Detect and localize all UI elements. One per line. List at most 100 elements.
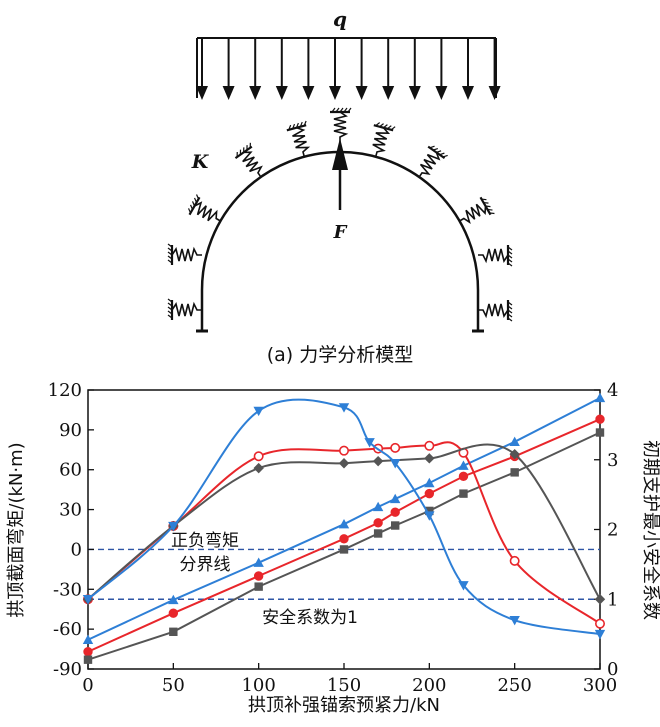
- data-point: [594, 392, 606, 403]
- data-point: [168, 608, 179, 618]
- spring-hatch: [167, 314, 173, 319]
- spring-hatch: [379, 123, 384, 128]
- spring-hatch: [507, 309, 513, 314]
- y-left-tick-label: 90: [59, 420, 82, 441]
- load-label-q: q: [333, 7, 347, 31]
- spring-hatch: [507, 258, 513, 263]
- data-point: [594, 618, 605, 629]
- y-left-tick-label: -90: [53, 659, 82, 680]
- spring-hatch: [347, 107, 352, 113]
- series-moment-1: [83, 428, 605, 664]
- mechanical-model-diagram: q F K: [167, 7, 513, 333]
- data-point: [253, 571, 264, 581]
- spring-hatch: [439, 152, 445, 156]
- y-left-tick-label: 0: [71, 539, 82, 560]
- y-right-tick-label: 0: [607, 659, 618, 680]
- spring-hatch: [507, 250, 513, 255]
- spring-hatch: [432, 147, 439, 151]
- spring-hatch: [383, 124, 388, 129]
- data-point: [168, 594, 179, 605]
- spring-hatch: [507, 313, 513, 318]
- y-right-tick-label: 4: [607, 380, 618, 401]
- spring-hatch: [167, 259, 173, 264]
- spring-supports: [167, 107, 513, 322]
- data-point: [391, 521, 400, 530]
- series-moment-2: [82, 392, 606, 644]
- data-point: [168, 521, 179, 532]
- spring-hatch: [167, 251, 173, 256]
- data-point: [372, 501, 384, 512]
- series-layer: [82, 392, 606, 664]
- spring-hatch: [292, 123, 296, 129]
- load-arrow-head: [329, 86, 341, 100]
- x-tick-label: 200: [412, 675, 446, 696]
- stiffness-label-k: K: [191, 151, 210, 173]
- data-point: [424, 453, 435, 464]
- spring-hatch: [295, 122, 299, 128]
- data-point: [338, 445, 349, 456]
- x-tick-label: 50: [162, 675, 185, 696]
- spring: [242, 151, 263, 178]
- x-tick-label: 250: [497, 675, 531, 696]
- data-point: [83, 655, 93, 664]
- spring-hatch: [339, 107, 344, 113]
- spring-hatch: [187, 208, 192, 214]
- data-point: [594, 594, 606, 605]
- spring-hatch: [167, 247, 173, 252]
- x-tick-label: 100: [241, 675, 275, 696]
- spring-hatch: [167, 310, 173, 315]
- data-point: [595, 414, 605, 424]
- spring-hatch: [195, 194, 200, 200]
- spring-hatch: [429, 145, 435, 149]
- spring-hatch: [485, 205, 491, 208]
- spring: [194, 201, 221, 222]
- x-tick-label: 0: [82, 675, 93, 696]
- spring-hatch: [375, 122, 381, 127]
- spring-hatch: [299, 121, 303, 127]
- spring-hatch: [331, 107, 336, 113]
- data-point: [253, 462, 264, 474]
- data-point: [339, 545, 349, 554]
- spring-hatch: [167, 255, 173, 260]
- data-point: [458, 471, 469, 482]
- y-left-tick-label: 120: [48, 380, 82, 401]
- data-point: [83, 647, 93, 657]
- data-point: [338, 458, 350, 469]
- boundary-label-line2: 分界线: [180, 555, 231, 575]
- data-point: [510, 468, 519, 477]
- boundary-label-line1: 正负弯矩: [171, 531, 239, 551]
- load-arrow-head: [302, 86, 315, 100]
- data-point: [390, 507, 400, 517]
- x-tick-label: 150: [327, 675, 361, 696]
- spring: [418, 152, 441, 178]
- y-right-tick-label: 3: [607, 450, 618, 471]
- spring-hatch: [507, 301, 513, 306]
- spring-hatch: [386, 125, 392, 130]
- y-left-tick-label: -30: [53, 579, 82, 600]
- chart: 0 50 100 150 200 250 300 -90 -60 -30 0 30 60 90 120 0 1 2…: [6, 380, 660, 716]
- data-point: [390, 459, 401, 469]
- data-point: [364, 438, 375, 448]
- spring-hatch: [167, 306, 173, 311]
- spring-hatch: [189, 204, 194, 210]
- series-moment-0: [83, 414, 605, 657]
- data-point: [253, 557, 264, 567]
- data-point: [458, 460, 469, 470]
- spring: [372, 127, 391, 157]
- diagram-caption: (a) 力学分析模型: [267, 344, 414, 366]
- data-point: [169, 627, 178, 636]
- spring-hatch: [167, 302, 173, 307]
- data-point: [509, 555, 520, 566]
- spring-hatch: [191, 201, 196, 207]
- data-point: [595, 428, 605, 437]
- load-arrow-head: [275, 86, 288, 100]
- data-point: [509, 448, 520, 460]
- safety-factor-label: 安全系数为1: [262, 608, 358, 628]
- spring: [459, 203, 487, 225]
- spring-hatch: [507, 305, 513, 310]
- spring-hatch: [487, 208, 493, 211]
- series-line: [87, 441, 601, 625]
- y-left-tick-label: 60: [59, 460, 82, 481]
- axis-ticks: 0 50 100 150 200 250 300 -90 -60 -30 0 30 60 90 120 0 1 2…: [48, 380, 619, 696]
